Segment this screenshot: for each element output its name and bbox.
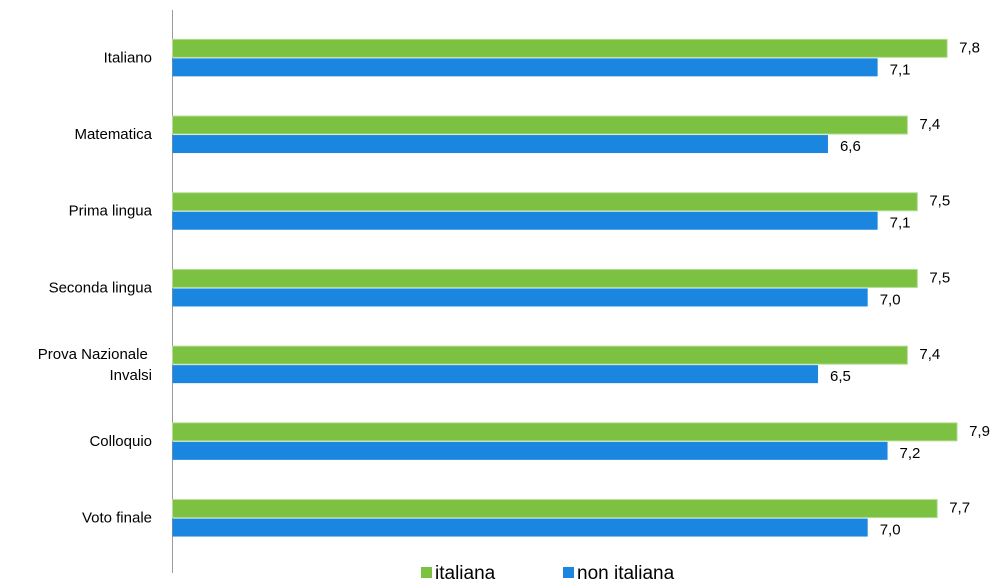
bar: [172, 288, 868, 307]
value-label: 6,5: [830, 368, 851, 385]
value-label: 7,1: [890, 61, 911, 78]
legend-swatch: [563, 567, 574, 578]
bar: [172, 211, 878, 230]
value-label: 7,8: [959, 39, 980, 56]
value-label: 7,9: [969, 423, 990, 440]
bar: [172, 365, 819, 384]
bar: [172, 58, 878, 77]
bar: [172, 345, 908, 365]
y-tick-label: Voto finale: [82, 510, 152, 527]
bar: [172, 441, 888, 460]
legend-label: italiana: [435, 563, 496, 584]
value-label: 7,5: [929, 269, 950, 286]
label-line: Invalsi: [109, 367, 152, 384]
value-label: 7,2: [900, 445, 921, 462]
value-label: 7,7: [949, 500, 970, 517]
bar: [172, 38, 948, 58]
value-label: 6,6: [840, 138, 861, 155]
bar: [172, 135, 828, 154]
bar: [172, 115, 908, 135]
bar: [172, 518, 868, 537]
value-label: 7,0: [880, 522, 901, 539]
legend-label: non italiana: [577, 563, 675, 584]
value-label: 7,0: [880, 291, 901, 308]
bar: [172, 268, 918, 288]
bar: [172, 192, 918, 212]
value-label: 7,1: [890, 215, 911, 232]
value-label: 7,4: [919, 116, 940, 133]
y-tick-label: Matematica: [74, 126, 152, 143]
bar: [172, 422, 958, 442]
y-tick-label: Prova Nazionale Invalsi: [38, 346, 152, 384]
y-tick-label: Prima lingua: [69, 203, 153, 220]
label-line: Prova Nazionale: [38, 346, 152, 363]
bar: [172, 499, 938, 519]
legend-swatch: [421, 567, 432, 578]
y-tick-label: Colloquio: [89, 433, 152, 450]
value-label: 7,5: [929, 193, 950, 210]
value-label: 7,4: [919, 346, 940, 363]
y-tick-label: Italiano: [104, 49, 152, 66]
y-tick-label: Seconda lingua: [49, 279, 153, 296]
